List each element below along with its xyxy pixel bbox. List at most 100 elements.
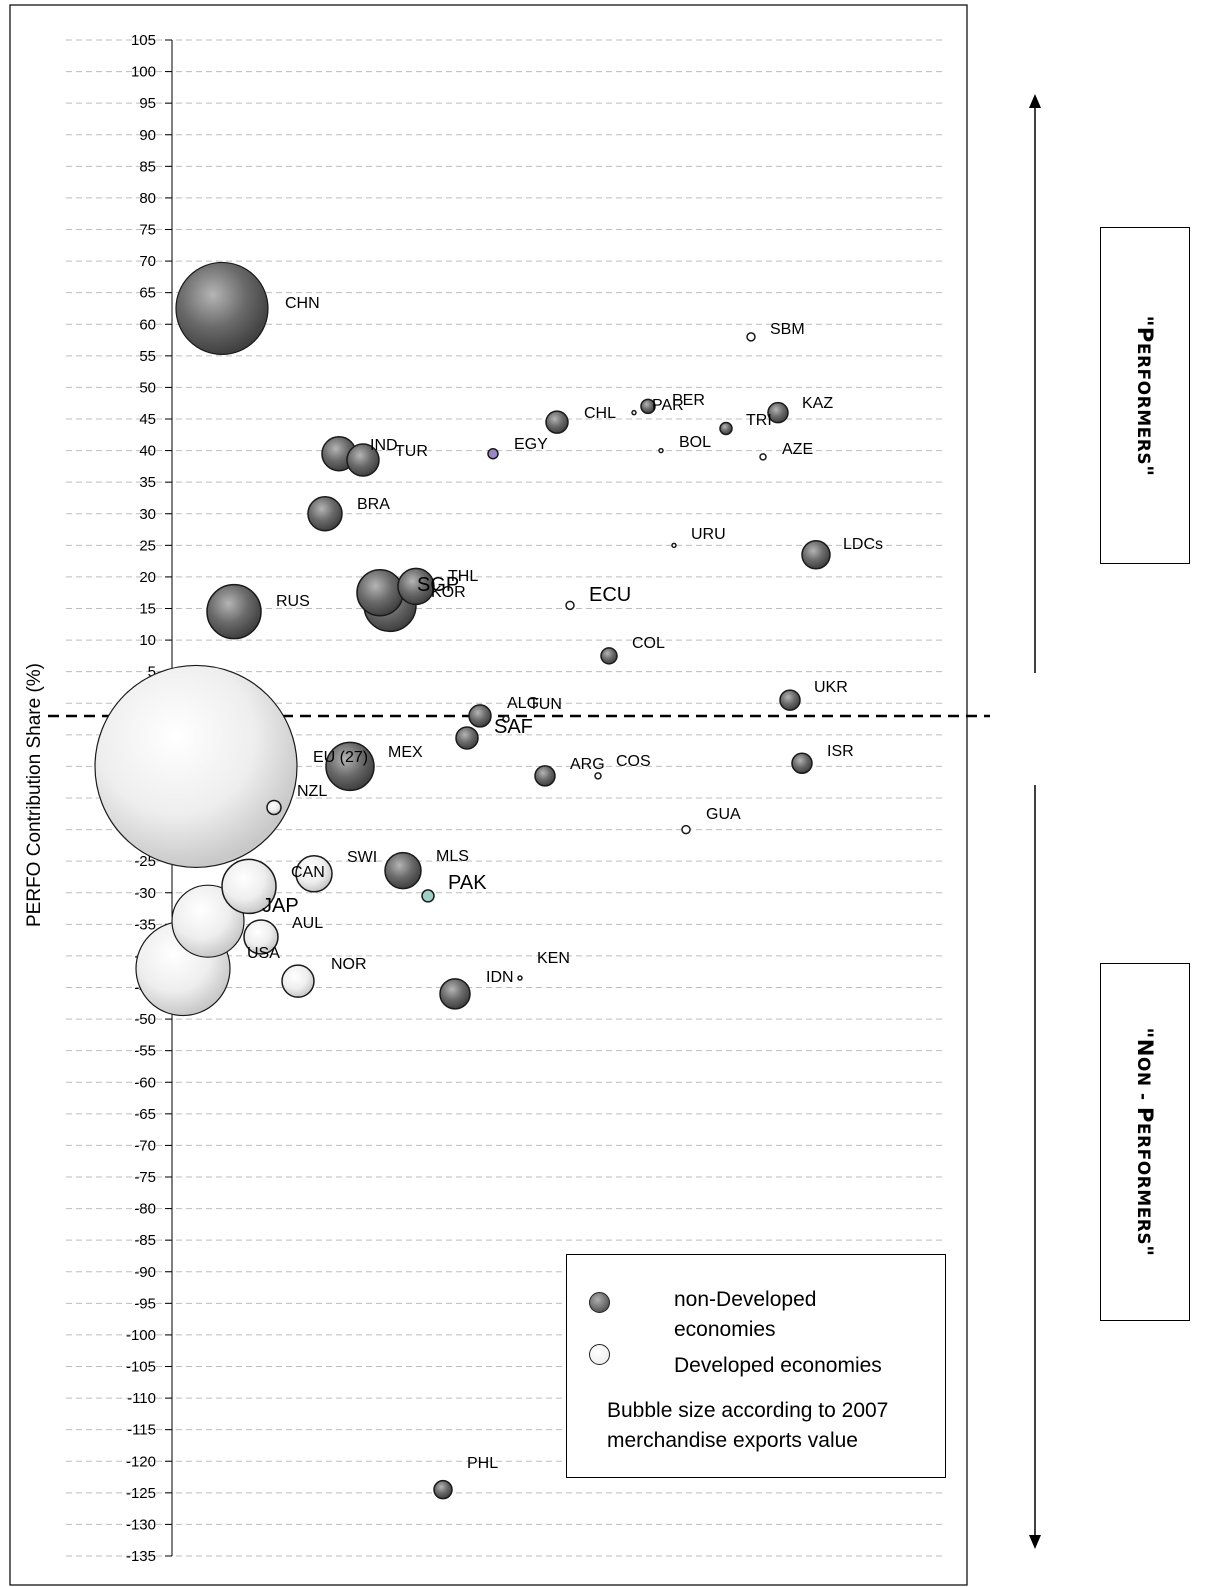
bubble-label-usa: USA [247,945,280,962]
bubble-label-phl: PHL [467,1455,498,1472]
legend: non-Developed economies Developed econom… [566,1254,946,1478]
bubble-par [631,409,637,416]
bubbles [94,261,831,1500]
bubble-egy [487,447,499,460]
bubble-label-chl: CHL [584,405,616,422]
y-tick-label: 65 [139,285,156,302]
bubble-label-nzl: NZL [297,783,327,800]
y-tick-label: -115 [127,1422,156,1439]
bubble-tri [719,421,733,436]
y-tick-label: 100 [131,64,156,81]
bubble-label-arg: ARG [570,756,605,773]
bubble-gua [681,824,691,835]
bubble-mls [384,851,422,890]
bubble-ecu [565,600,575,611]
y-tick-label: 60 [139,316,156,333]
y-tick-label: -55 [134,1043,156,1060]
non-performers-box: "NON - PERFORMERS" [1100,963,1190,1321]
bubble-label-kaz: KAZ [802,395,833,412]
bubble-label-bra: BRA [357,496,390,513]
bubble-saf [455,726,479,750]
y-tick-label: -30 [134,885,156,902]
bubble-ukr [779,689,801,711]
bubble-ken [517,975,523,981]
non-performers-label: "NON - PERFORMERS" [1133,1027,1157,1257]
bubble-label-par: PAR [652,397,684,414]
bubble-label-saf: SAF [494,716,533,738]
legend-note-line2: merchandise exports value [607,1429,858,1452]
bubble-ldcs [801,540,831,570]
y-tick-label: 95 [139,95,156,112]
bubble-label-ukr: UKR [814,679,848,696]
bubble-label-aul: AUL [292,915,323,932]
y-tick-label: -65 [134,1106,156,1123]
bubble-uru [671,542,677,549]
bubble-label-ecu: ECU [589,584,631,606]
y-tick-label: 90 [139,127,156,144]
y-tick-label: 30 [139,506,156,523]
bubble-label-can: CAN [291,864,325,881]
plot-frame [9,4,968,1586]
bubble-phl [433,1479,453,1500]
bubble-label-eu-27: EU (27) [313,749,368,766]
bubble-can [221,858,277,915]
bubble-col [600,647,618,665]
y-axis-title: PERFO Contribution Share (%) [24,663,45,927]
legend-note-line1: Bubble size according to 2007 [607,1399,889,1422]
bubble-label-thl: THL [448,568,478,585]
bubble-thl [397,567,435,606]
bubble-eu-27 [94,664,298,869]
bubble-label-sbm: SBM [770,321,805,338]
y-tick-label: -100 [126,1327,156,1344]
bubble-swi [295,855,333,893]
bubble-isr [791,752,813,775]
bubble-label-pak: PAK [448,872,487,894]
y-tick-label: -95 [134,1295,156,1312]
y-tick-label: -125 [126,1485,156,1502]
bubble-label-mls: MLS [436,848,469,865]
bubble-pak [421,889,435,903]
bubble-label-idn: IDN [486,969,514,986]
bubble-cos [594,772,602,780]
bubble-label-aze: AZE [782,441,813,458]
bubble-tun [502,715,510,723]
bubble-label-uru: URU [691,526,726,543]
bubble-label-egy: EGY [514,436,548,453]
bubble-jap [171,884,245,958]
y-tick-label: 85 [139,158,156,175]
bubble-kaz [767,401,789,424]
y-tick-label: -70 [134,1137,156,1154]
bubble-arg [534,765,556,787]
legend-non-developed-marker [589,1292,610,1313]
bubble-label-ken: KEN [537,950,570,967]
bubble-label-swi: SWI [347,849,377,866]
bubble-label-col: COL [632,635,665,652]
bubble-sbm [746,332,756,342]
y-tick-label: 25 [139,537,156,554]
bubble-label-alg: ALG [507,695,539,712]
bubble-nzl [266,799,282,816]
bubble-nor [281,964,315,998]
y-tick-label: 105 [131,32,156,49]
y-tick-label: -110 [127,1390,156,1407]
bubble-label-ind: IND [370,437,398,454]
performers-box: "PERFORMERS" [1100,227,1190,564]
y-tick-label: 55 [139,348,156,365]
bubble-aul [243,919,279,955]
bubble-per [640,398,656,415]
legend-developed-marker [589,1344,610,1365]
y-tick-label: -90 [134,1264,156,1281]
performers-arrow-head [1029,94,1041,108]
y-tick-label: -60 [134,1074,156,1091]
bubble-label-nor: NOR [331,956,367,973]
bubble-chn [175,261,269,356]
y-tick-label: 35 [139,474,156,491]
bubble-label-tri: TRI [746,412,772,429]
bubble-tur [346,443,380,477]
bubble-mex [325,741,375,792]
y-tick-label: 40 [139,443,156,460]
y-tick-label: 80 [139,190,156,207]
y-tick-label: 5 [148,664,156,681]
